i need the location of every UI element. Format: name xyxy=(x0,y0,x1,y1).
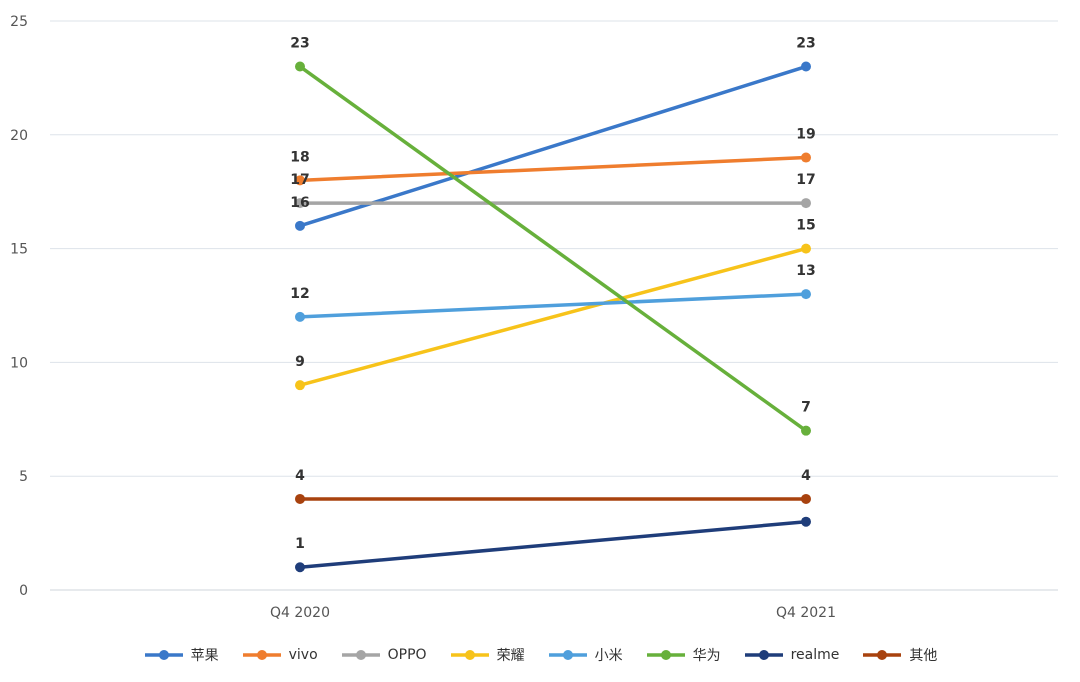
legend-marker xyxy=(548,650,587,660)
series-其他-point xyxy=(295,493,305,504)
series-vivo-line xyxy=(298,155,808,183)
legend-marker xyxy=(744,650,783,660)
data-label: 7 xyxy=(801,400,811,416)
legend-marker xyxy=(863,650,902,660)
grid-lines xyxy=(50,20,1058,591)
legend-dot xyxy=(464,650,475,660)
legend-dot xyxy=(758,650,769,660)
data-label: 9 xyxy=(295,354,305,370)
series-realme-line xyxy=(298,519,808,569)
y-axis-ticks: 0 5 10 15 20 25 xyxy=(10,14,28,599)
series-苹果-point xyxy=(801,61,811,72)
legend-dot xyxy=(562,650,573,660)
legend-dot xyxy=(877,650,888,660)
series-vivo-point xyxy=(295,175,305,186)
data-labels: 16 23 18 19 17 17 9 15 12 13 23 7 1 4 4 xyxy=(290,36,815,553)
series-OPPO-point xyxy=(295,198,305,209)
series-苹果-line xyxy=(298,64,808,228)
x-axis-ticks: Q4 2020 Q4 2021 xyxy=(270,605,836,621)
data-label: 18 xyxy=(290,149,309,165)
series-小米-point xyxy=(295,311,305,322)
x-tick-label: Q4 2021 xyxy=(776,605,836,621)
y-tick-label: 15 xyxy=(10,242,28,258)
legend-marker xyxy=(242,650,281,660)
data-label: 12 xyxy=(290,286,309,302)
legend-label: OPPO xyxy=(387,647,427,663)
legend-dot xyxy=(158,650,169,660)
data-label: 15 xyxy=(796,218,815,234)
legend-marker xyxy=(646,650,685,660)
legend-item: 华为 xyxy=(645,645,721,665)
data-label: 1 xyxy=(295,536,305,552)
series-华为-point xyxy=(295,61,305,72)
data-label: 17 xyxy=(290,172,309,188)
y-tick-label: 5 xyxy=(19,469,28,485)
legend-label: 华为 xyxy=(692,648,721,664)
series-荣耀-point xyxy=(801,243,811,254)
data-label: 13 xyxy=(796,263,815,279)
series-realme-point xyxy=(295,562,305,573)
data-label: 23 xyxy=(796,36,815,52)
legend-dot xyxy=(355,650,366,660)
legend-item: 荣耀 xyxy=(449,645,525,665)
legend: 苹果 vivo OPPO 荣耀 小米 华为 realme 其他 xyxy=(0,638,1080,672)
legend-label: vivo xyxy=(288,647,318,663)
legend-item: vivo xyxy=(241,647,318,663)
series-小米-line xyxy=(298,292,808,319)
data-label: 19 xyxy=(796,127,815,143)
series-荣耀-point xyxy=(295,380,305,391)
y-tick-label: 10 xyxy=(10,355,28,371)
legend-item: 其他 xyxy=(861,645,937,665)
legend-dot xyxy=(256,650,267,660)
legend-item: OPPO xyxy=(340,647,427,663)
series-华为-line xyxy=(298,64,808,433)
legend-item: 小米 xyxy=(547,645,623,665)
x-tick-label: Q4 2020 xyxy=(270,605,330,621)
legend-label: 小米 xyxy=(594,648,623,664)
legend-label: 其他 xyxy=(909,648,938,664)
legend-item: 苹果 xyxy=(143,645,219,665)
y-tick-label: 20 xyxy=(10,128,28,144)
data-label: 17 xyxy=(796,172,815,188)
legend-item: realme xyxy=(743,647,840,663)
series-苹果-point xyxy=(295,220,305,231)
data-label: 23 xyxy=(290,36,309,52)
series-lines xyxy=(295,61,811,573)
legend-label: 苹果 xyxy=(190,648,219,664)
legend-label: 荣耀 xyxy=(496,648,525,664)
series-其他-point xyxy=(801,493,811,504)
data-label: 4 xyxy=(801,468,811,484)
data-label: 16 xyxy=(290,195,309,211)
series-vivo-point xyxy=(801,152,811,163)
legend-marker xyxy=(341,650,380,660)
series-realme-point xyxy=(801,516,811,527)
y-tick-label: 0 xyxy=(19,583,28,599)
legend-label: realme xyxy=(790,647,840,663)
series-华为-point xyxy=(801,425,811,436)
series-荣耀-line xyxy=(298,246,808,387)
legend-marker xyxy=(450,650,489,660)
data-label: 4 xyxy=(295,468,305,484)
series-小米-point xyxy=(801,289,811,300)
legend-marker xyxy=(144,650,183,660)
legend-dot xyxy=(660,650,671,660)
y-tick-label: 25 xyxy=(10,14,28,30)
series-OPPO-point xyxy=(801,198,811,209)
